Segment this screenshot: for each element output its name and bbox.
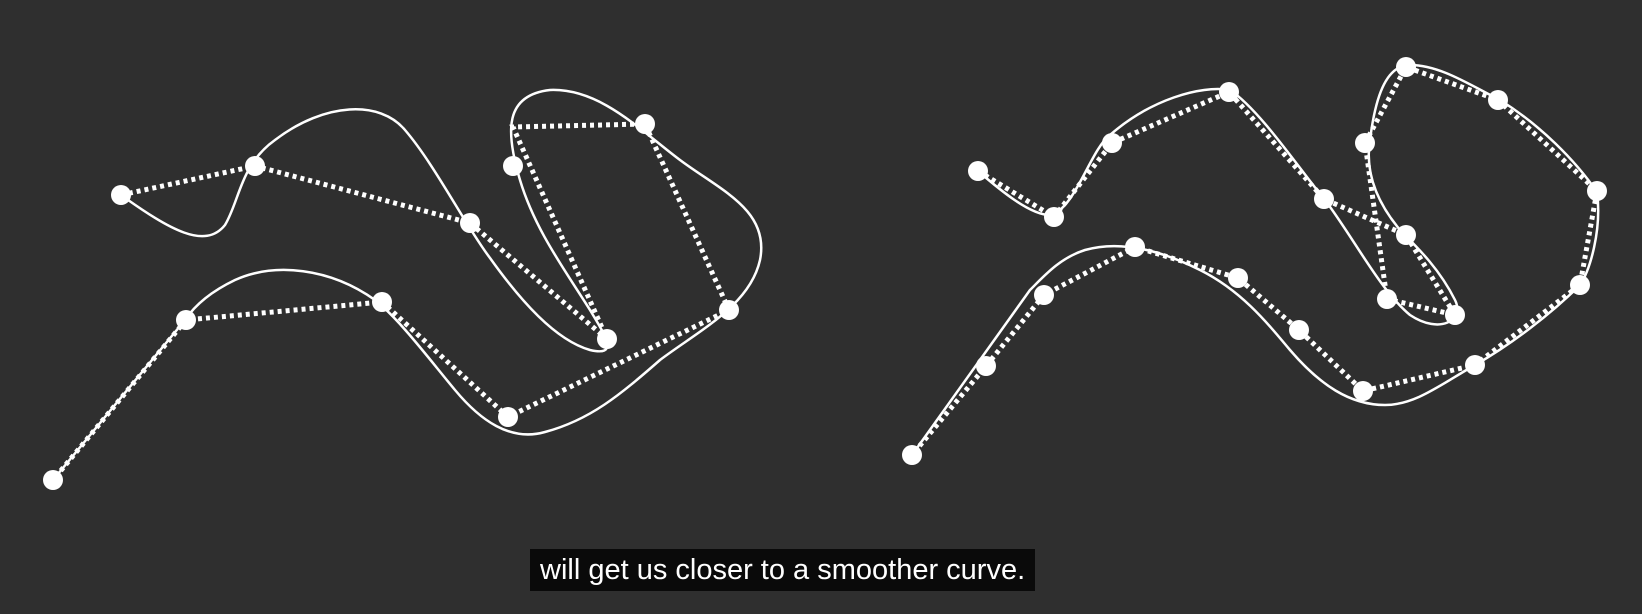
left-control-point [43, 470, 63, 490]
left-control-point [245, 156, 265, 176]
right-control-point [1353, 381, 1373, 401]
left-control-point [460, 213, 480, 233]
right-control-point [902, 445, 922, 465]
right-control-polygon [910, 63, 1600, 457]
right-control-point [1219, 82, 1239, 102]
right-control-point [1125, 237, 1145, 257]
right-control-point [1445, 305, 1465, 325]
left-control-point [372, 292, 392, 312]
right-control-point [1465, 355, 1485, 375]
right-control-point [1228, 268, 1248, 288]
right-control-point [1355, 133, 1375, 153]
left-control-point [597, 329, 617, 349]
left-control-point [176, 310, 196, 330]
left-control-point [635, 114, 655, 134]
right-control-point [1034, 285, 1054, 305]
right-control-point [1570, 275, 1590, 295]
right-control-point [1587, 181, 1607, 201]
left-control-point [719, 300, 739, 320]
left-control-point [111, 185, 131, 205]
right-control-point [1044, 207, 1064, 227]
right-panel [902, 57, 1607, 465]
right-control-point [1314, 189, 1334, 209]
left-control-point [498, 407, 518, 427]
right-control-point [968, 161, 988, 181]
subtitle-caption: will get us closer to a smoother curve. [530, 549, 1036, 591]
left-panel [43, 88, 763, 490]
right-control-point [1102, 133, 1122, 153]
right-smooth-curve [910, 63, 1600, 457]
right-control-point [976, 356, 996, 376]
left-smooth-curve [51, 88, 763, 482]
right-control-point [1289, 320, 1309, 340]
right-control-point [1396, 225, 1416, 245]
right-control-point [1396, 57, 1416, 77]
right-control-point [1377, 289, 1397, 309]
right-control-point [1488, 90, 1508, 110]
left-control-point [503, 156, 523, 176]
